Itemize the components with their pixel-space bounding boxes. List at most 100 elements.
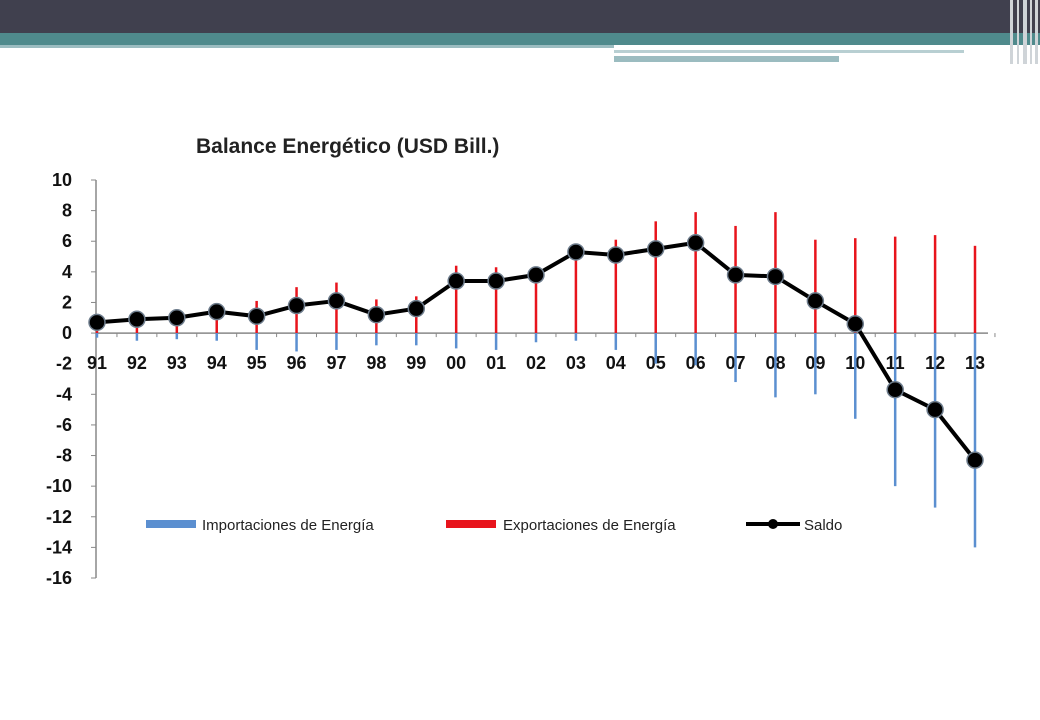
x-tick-label: 92 <box>127 353 147 373</box>
export-bar <box>814 239 817 334</box>
import-bar <box>574 333 578 341</box>
import-bar <box>95 333 99 338</box>
export-bar <box>694 212 697 334</box>
import-bar <box>933 333 937 508</box>
saldo-point <box>846 315 865 333</box>
import-bar <box>814 333 817 395</box>
y-tick-label: 2 <box>62 292 72 312</box>
x-tick-label: 04 <box>606 353 626 373</box>
export-bar <box>215 308 218 334</box>
y-tick-label: -2 <box>56 354 72 374</box>
y-tick-label: -4 <box>56 384 72 404</box>
saldo-point <box>207 302 226 321</box>
import-bar <box>255 333 258 350</box>
y-axis: 10 8 6 4 2 0 -2 -4 -6 -8 -10 -12 -14 -16 <box>46 170 97 588</box>
import-bar <box>415 333 418 346</box>
legend-swatch-imports <box>146 520 196 528</box>
x-tick-label: 00 <box>446 353 466 373</box>
export-bar <box>494 267 498 334</box>
saldo-point <box>926 400 944 419</box>
slide-accent-line <box>614 50 964 53</box>
import-bar <box>454 333 458 349</box>
saldo-series <box>88 234 984 469</box>
import-bar <box>654 333 657 364</box>
y-tick-label: -10 <box>46 476 72 496</box>
x-tick-label: 96 <box>287 353 307 373</box>
saldo-point <box>367 305 386 324</box>
y-tick-label: 8 <box>62 201 72 221</box>
x-tick-label: 97 <box>326 353 346 373</box>
slide-header-bar <box>0 0 1040 33</box>
x-tick-label: 98 <box>366 353 386 373</box>
x-tick-label: 93 <box>167 353 187 373</box>
saldo-point <box>88 313 106 332</box>
import-bar <box>215 333 218 341</box>
saldo-point <box>527 266 545 284</box>
export-bar <box>574 247 578 334</box>
import-bar <box>335 333 338 350</box>
x-tick-label: 94 <box>207 353 227 373</box>
import-bar <box>494 333 498 350</box>
legend-swatch-saldo-marker <box>768 519 778 529</box>
import-bar <box>175 333 179 340</box>
x-tick-label: 99 <box>406 353 426 373</box>
y-tick-label: -8 <box>56 446 72 466</box>
saldo-point <box>447 272 465 290</box>
saldo-point <box>567 243 585 261</box>
export-bar <box>654 221 657 334</box>
saldo-point <box>607 246 625 264</box>
saldo-point <box>726 266 745 284</box>
x-tick-label: 03 <box>566 353 586 373</box>
saldo-point <box>966 451 984 469</box>
saldo-point <box>128 310 146 329</box>
y-tick-label: -12 <box>46 507 72 527</box>
import-bar <box>694 333 697 366</box>
y-tick-label: -14 <box>46 537 72 557</box>
legend: Importaciones de Energía Exportaciones de… <box>146 517 842 534</box>
saldo-point <box>327 292 346 310</box>
export-bar <box>454 265 458 334</box>
saldo-point <box>646 240 665 258</box>
y-tick-label: 10 <box>52 170 72 190</box>
legend-label-imports: Importaciones de Energía <box>202 517 374 534</box>
import-bar <box>375 333 378 346</box>
import-bar <box>534 333 538 343</box>
y-tick-label: 0 <box>62 323 72 343</box>
slide-accent-line <box>614 56 839 62</box>
import-bar <box>135 333 139 341</box>
saldo-point <box>806 292 825 310</box>
import-bar <box>854 333 857 419</box>
import-bar <box>973 333 977 548</box>
saldo-point <box>247 307 266 325</box>
import-bar <box>614 333 618 350</box>
x-tick-label: 95 <box>247 353 267 373</box>
saldo-point <box>886 380 904 399</box>
y-tick-label: 4 <box>62 262 72 282</box>
export-bar <box>614 239 618 334</box>
saldo-point <box>686 234 705 252</box>
export-bar <box>893 236 897 334</box>
legend-label-exports: Exportaciones de Energía <box>503 517 676 534</box>
saldo-point <box>487 272 505 290</box>
import-bar <box>893 333 897 487</box>
export-bar <box>534 271 538 334</box>
y-tick-label: -6 <box>56 415 72 435</box>
x-tick-label: 02 <box>526 353 546 373</box>
saldo-point <box>168 309 186 327</box>
bars <box>95 212 977 548</box>
saldo-point <box>287 296 306 315</box>
export-bar <box>973 245 977 334</box>
saldo-point <box>766 267 785 286</box>
slide-corner-decoration <box>1008 0 1040 64</box>
import-bar <box>734 333 737 383</box>
chart-title: Balance Energético (USD Bill.) <box>196 135 499 158</box>
slide-accent-line <box>0 45 614 48</box>
import-bar <box>295 333 298 352</box>
import-bar <box>774 333 777 398</box>
saldo-point <box>407 299 426 318</box>
slide-accent-bar <box>0 33 1040 45</box>
y-tick-label: -16 <box>46 568 72 588</box>
legend-swatch-exports <box>446 520 496 528</box>
x-tick-label: 91 <box>87 353 107 373</box>
